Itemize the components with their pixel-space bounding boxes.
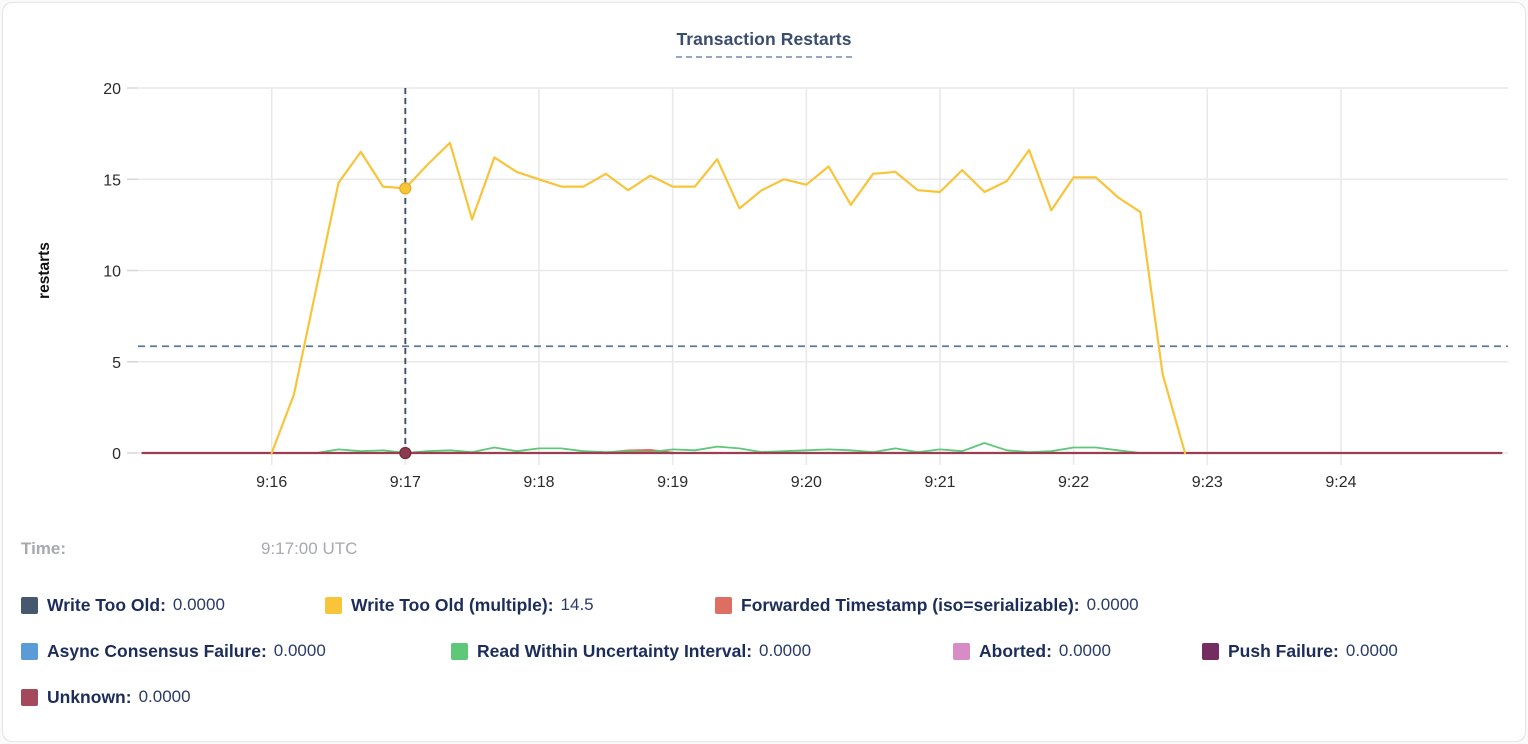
legend-label: Unknown: <box>47 686 132 707</box>
time-readout-row: Time: 9:17:00 UTC <box>3 539 1525 563</box>
x-tick-label: 9:23 <box>1192 474 1223 491</box>
x-tick-label: 9:24 <box>1325 474 1356 491</box>
legend-label: Read Within Uncertainty Interval: <box>477 640 753 661</box>
x-tick-label: 9:20 <box>791 474 822 491</box>
x-tick-label: 9:18 <box>523 474 554 491</box>
legend-label: Push Failure: <box>1228 640 1339 661</box>
time-readout-label: Time: <box>21 539 67 558</box>
chart-title-wrap: Transaction Restarts <box>3 29 1525 58</box>
legend-item: Async Consensus Failure: 0.0000 <box>21 640 326 662</box>
y-tick-label: 15 <box>103 172 121 189</box>
legend-value: 0.0000 <box>1345 641 1398 660</box>
y-tick-label: 5 <box>112 355 121 372</box>
x-tick-label: 9:22 <box>1058 474 1089 491</box>
legend-swatch-icon <box>325 596 342 614</box>
series-line-read-within-uncertainty-interval <box>315 442 1142 454</box>
series-line-write-too-old-multiple <box>270 141 1187 455</box>
legend-item: Write Too Old: 0.0000 <box>21 594 225 616</box>
legend-swatch-icon <box>451 642 468 660</box>
y-axis-label: restarts <box>36 242 53 299</box>
legend-swatch-icon <box>715 596 732 614</box>
legend-item: Forwarded Timestamp (iso=serializable): 0… <box>715 594 1139 616</box>
legend-label: Forwarded Timestamp (iso=serializable): <box>741 594 1080 615</box>
legend-value: 0.0000 <box>273 641 326 660</box>
legend-label: Write Too Old (multiple): <box>351 594 554 615</box>
x-tick-label: 9:16 <box>256 474 287 491</box>
legend-item: Push Failure: 0.0000 <box>1202 640 1398 662</box>
legend-value: 0.0000 <box>1086 595 1139 614</box>
legend-label: Aborted: <box>979 640 1052 661</box>
y-tick-label: 0 <box>112 446 121 463</box>
legend-value: 0.0000 <box>1058 641 1111 660</box>
legend-label: Async Consensus Failure: <box>47 640 267 661</box>
y-tick-label: 20 <box>103 81 121 98</box>
legend-swatch-icon <box>1202 642 1219 660</box>
legend-value: 0.0000 <box>138 687 191 706</box>
legend-item: Aborted: 0.0000 <box>953 640 1111 662</box>
chart-title[interactable]: Transaction Restarts <box>676 29 852 58</box>
legend-item: Read Within Uncertainty Interval: 0.0000 <box>451 640 811 662</box>
hover-dot <box>399 446 412 460</box>
legend-value: 0.0000 <box>172 595 225 614</box>
time-readout-value: 9:17:00 UTC <box>261 539 358 558</box>
legend-label: Write Too Old: <box>47 594 166 615</box>
legend-swatch-icon <box>21 688 38 706</box>
legend-swatch-icon <box>21 642 38 660</box>
legend-value: 0.0000 <box>759 641 812 660</box>
hover-dot <box>399 182 412 195</box>
legend-item: Write Too Old (multiple): 14.5 <box>325 594 594 616</box>
x-tick-label: 9:21 <box>924 474 955 491</box>
legend-item: Unknown: 0.0000 <box>21 686 191 708</box>
legend-swatch-icon <box>21 596 38 614</box>
x-tick-label: 9:19 <box>657 474 688 491</box>
x-tick-label: 9:17 <box>390 474 421 491</box>
legend-value: 14.5 <box>560 595 594 614</box>
transaction-restarts-chart[interactable]: 0 5 10 15 20 9:16 9:17 9:18 9:19 9:20 9:21 9:22 9:23… <box>3 3 1526 518</box>
legend-swatch-icon <box>953 642 970 660</box>
y-tick-label: 10 <box>103 264 121 281</box>
